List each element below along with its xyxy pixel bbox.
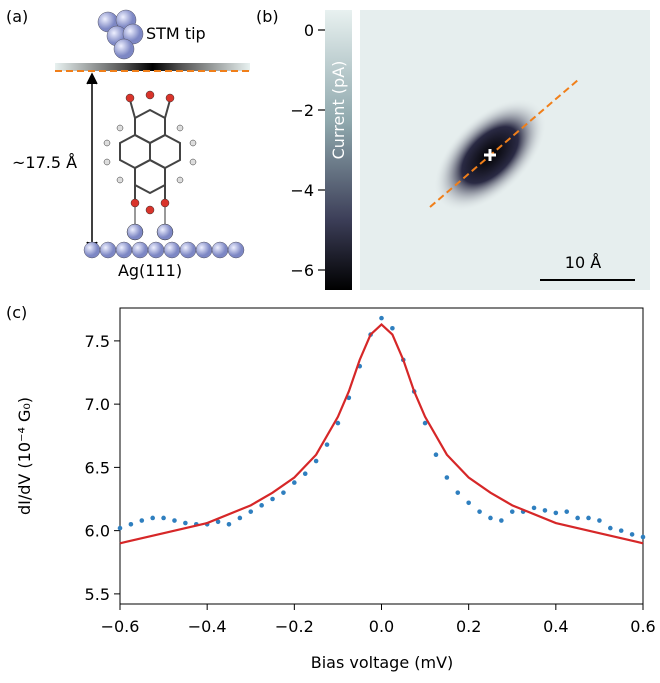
data-point — [542, 508, 548, 513]
y-tick-label: 7.0 — [85, 395, 110, 414]
colorbar-tick-label: −4 — [290, 181, 314, 200]
data-point — [117, 525, 123, 531]
data-point — [324, 442, 330, 447]
distance-arrow — [86, 72, 98, 254]
data-point — [172, 518, 177, 523]
data-point — [422, 420, 428, 426]
data-point — [564, 509, 570, 514]
panel-label: (b) — [256, 7, 279, 26]
panel-label: (c) — [6, 303, 27, 322]
data-point — [608, 525, 613, 531]
distance-label: ~17.5 Å — [12, 153, 77, 172]
surface — [83, 241, 245, 259]
data-point — [302, 471, 308, 477]
data-point — [292, 480, 297, 485]
data-point — [499, 518, 504, 523]
fit-line — [119, 322, 644, 545]
data-point — [618, 528, 624, 533]
data-point — [215, 519, 221, 525]
data-point — [270, 496, 275, 502]
molecule — [119, 99, 181, 228]
data-point — [335, 420, 341, 426]
y-tick-label: 6.0 — [85, 522, 110, 541]
panel-a: (a) STM tip ~17.5 Å — [6, 7, 250, 280]
x-tick-label: 0.2 — [456, 617, 481, 636]
current-profile — [55, 63, 250, 71]
x-tick-label: 0.6 — [630, 617, 655, 636]
data-point — [379, 315, 384, 321]
colorbar-label: Current (pA) — [329, 61, 348, 160]
data-point — [183, 520, 188, 526]
tip-position — [484, 149, 496, 161]
y-tick-label: 7.5 — [85, 332, 110, 351]
tip-label: STM tip — [146, 24, 206, 43]
data-point — [455, 490, 461, 495]
x-tick-label: 0.0 — [369, 617, 394, 636]
data-point — [433, 452, 439, 458]
atoms — [103, 90, 197, 241]
data-point — [488, 515, 493, 521]
data-point — [531, 505, 537, 511]
x-tick-label: 0.4 — [543, 617, 568, 636]
data-point — [281, 490, 286, 495]
colorbar-tick-label: −2 — [290, 101, 314, 120]
data-point — [150, 515, 155, 521]
data-point — [226, 522, 232, 527]
x-tick-label: −0.4 — [188, 617, 227, 636]
x-tick-label: −0.2 — [275, 617, 314, 636]
data-point — [237, 515, 243, 521]
data-point — [586, 515, 591, 521]
surface-label: Ag(111) — [118, 261, 182, 280]
panel-c: (c) Bias voltage (mV) dI/dV (10⁻⁴ G₀) −0… — [6, 303, 656, 672]
y-tick-label: 6.5 — [85, 458, 110, 477]
data-point — [597, 518, 602, 523]
x-tick-label: −0.6 — [101, 617, 140, 636]
data-point — [553, 510, 559, 516]
data-point — [466, 500, 471, 506]
data-point — [477, 509, 482, 514]
y-tick-label: 5.5 — [85, 585, 110, 604]
data-point — [139, 518, 145, 523]
colorbar-tick-label: −6 — [290, 261, 314, 280]
scale-bar-label: 10 Å — [565, 253, 601, 272]
plot-frame — [119, 307, 644, 605]
stm-tip — [97, 9, 144, 60]
data-point — [161, 515, 166, 521]
data-point — [259, 503, 264, 508]
data-point — [313, 458, 319, 464]
data-point — [444, 475, 450, 480]
data-point — [509, 509, 515, 514]
data-point — [575, 515, 580, 521]
panel-label: (a) — [6, 7, 28, 26]
y-axis-label: dI/dV (10⁻⁴ G₀) — [15, 397, 34, 515]
colorbar-tick-label: 0 — [304, 21, 314, 40]
data-point — [128, 522, 134, 527]
panel-b: (b) Current (pA) 10 Å 0 −2 −4 −6 — [256, 7, 650, 290]
data-point — [640, 534, 646, 540]
data-point — [390, 325, 395, 331]
data-point — [629, 532, 635, 537]
colorbar — [325, 10, 352, 290]
x-axis-label: Bias voltage (mV) — [311, 653, 454, 672]
data-point — [248, 509, 254, 514]
